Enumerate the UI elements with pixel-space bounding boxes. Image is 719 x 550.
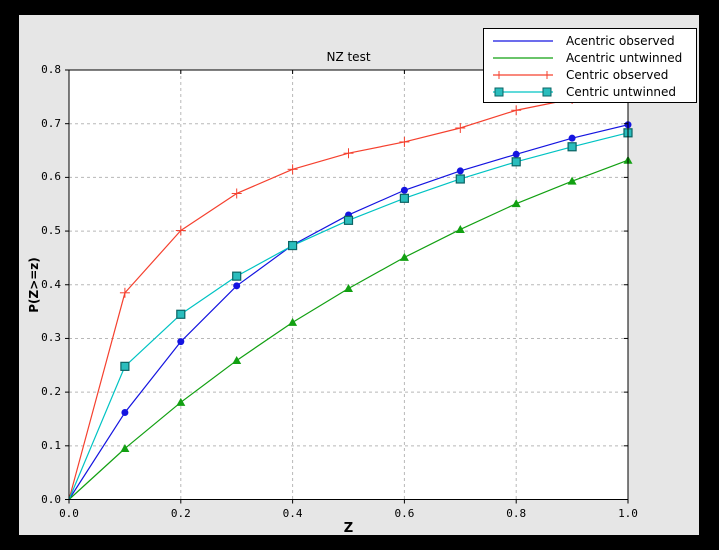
data-point-square	[511, 157, 521, 167]
legend-label: Centric observed	[566, 67, 669, 82]
y-tick-label: 0.6	[41, 170, 61, 184]
data-point-circle	[456, 167, 464, 175]
legend-entry: Acentric untwinned	[490, 49, 696, 66]
data-point-circle	[400, 186, 408, 194]
data-point-circle	[512, 150, 520, 158]
x-tick-label: 0.2	[170, 506, 191, 520]
y-tick-label: 0.2	[41, 385, 61, 399]
y-tick-label: 0.4	[41, 277, 61, 291]
y-tick-label: 0.1	[41, 438, 61, 452]
data-point-triangle	[120, 443, 130, 452]
legend-line-sample	[493, 39, 553, 42]
x-axis-label: Z	[343, 520, 354, 536]
legend-label: Centric untwinned	[566, 84, 677, 99]
x-tick-label: 0.4	[282, 506, 303, 520]
data-point-square	[567, 142, 577, 152]
x-tick-label: 0.6	[394, 506, 415, 520]
x-tick-label: 0.8	[506, 506, 527, 520]
data-point-triangle	[455, 224, 465, 233]
data-point-square	[288, 240, 298, 251]
legend-label: Acentric untwinned	[566, 50, 683, 65]
data-point-square	[399, 193, 409, 203]
data-point-triangle	[288, 317, 298, 326]
y-tick-label: 0.7	[41, 116, 61, 130]
y-tick-label: 0.5	[41, 224, 61, 238]
y-tick-label: 0.8	[41, 63, 61, 76]
data-point-triangle	[232, 355, 242, 364]
plot-canvas	[65, 69, 633, 504]
data-point-square	[176, 309, 186, 319]
data-point-square	[232, 271, 242, 281]
legend-line-sample	[493, 70, 553, 79]
data-point-square	[343, 215, 354, 225]
data-point-triangle	[511, 199, 521, 208]
data-point-triangle	[567, 176, 577, 185]
legend-entry: Acentric observed	[490, 32, 696, 49]
legend-label: Acentric observed	[566, 33, 675, 48]
data-point-triangle	[399, 252, 409, 261]
x-tick-label: 1.0	[618, 506, 638, 520]
chart-title: NZ test	[326, 50, 371, 64]
data-point-square	[120, 361, 130, 371]
y-axis-label: P(Z>=z)	[27, 256, 41, 313]
x-tick-label: 0.0	[59, 506, 79, 520]
y-tick-label: 0.3	[41, 331, 61, 345]
data-point-square	[455, 174, 465, 184]
data-point-circle	[568, 134, 576, 142]
matplotlib-figure: NZ test Z P(Z>=z) 0.0 0.2 0.4 0.6 0.8 1.0 0.0…	[19, 15, 699, 536]
data-point-circle	[233, 282, 241, 290]
legend-line-sample	[493, 56, 553, 59]
data-point-circle	[177, 338, 185, 346]
legend-entry: Centric untwinned	[490, 83, 696, 100]
y-tick-label: 0.0	[41, 492, 61, 506]
data-point-triangle	[344, 284, 353, 293]
legend-line-sample	[493, 87, 553, 96]
data-point-circle	[121, 409, 129, 417]
legend-box: Acentric observed Acentric untwinned Centr…	[483, 28, 697, 103]
legend-entry: Centric observed	[490, 66, 696, 83]
data-point-triangle	[176, 397, 186, 406]
